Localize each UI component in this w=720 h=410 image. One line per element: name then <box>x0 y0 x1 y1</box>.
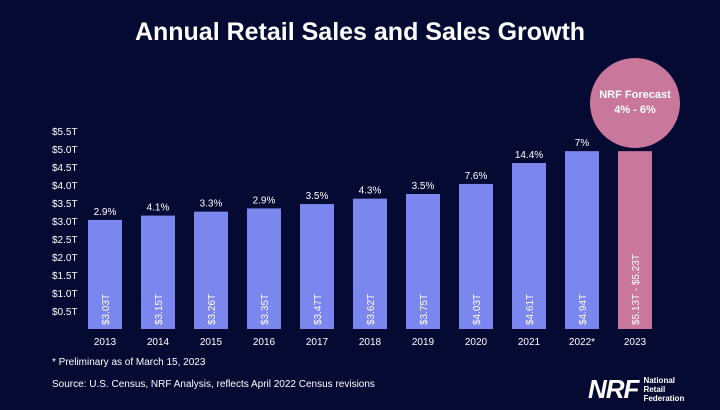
bar-value-label: $5.13T - $5.23T <box>631 254 642 325</box>
bar <box>353 198 387 329</box>
logo-mark: NRF <box>588 373 639 404</box>
y-tick-label: $3.5T <box>52 199 78 210</box>
bar <box>565 151 599 329</box>
growth-label: 7.6% <box>465 171 488 182</box>
x-tick-label: 2016 <box>253 337 276 348</box>
y-axis: $0.5T $1.0T $1.5T $2.0T $2.5T $3.0T $3.5T $4.0T… <box>52 127 78 318</box>
bar-value-label: $3.26T <box>207 294 218 325</box>
x-tick-label: 2015 <box>200 337 223 348</box>
y-tick-label: $1.0T <box>52 289 78 300</box>
y-tick-label: $0.5T <box>52 307 78 318</box>
x-tick-label: 2019 <box>412 337 435 348</box>
y-tick-label: $4.5T <box>52 163 78 174</box>
x-tick-label: 2023 <box>624 337 647 348</box>
growth-label: 2.9% <box>253 195 276 206</box>
bar <box>88 219 122 329</box>
bar <box>300 204 334 329</box>
bar <box>194 211 228 329</box>
source-note: Source: U.S. Census, NRF Analysis, refle… <box>52 379 375 390</box>
growth-label: 14.4% <box>515 150 543 161</box>
x-tick-label: 2017 <box>306 337 329 348</box>
bar-value-label: $4.61T <box>525 294 536 325</box>
logo-text: National Retail Federation <box>643 376 684 403</box>
bar-value-label: $4.94T <box>578 294 589 325</box>
bar-value-label: $3.75T <box>419 294 430 325</box>
x-tick-label: 2020 <box>465 337 488 348</box>
bar-value-label: $3.03T <box>101 294 112 325</box>
x-tick-label: 2022* <box>569 337 595 348</box>
forecast-callout: NRF Forecast 4% - 6% <box>590 58 680 148</box>
bars: $3.03T 2.9% $3.15T 4.1% $3.26T 3.3% $3.35T 2.9%… <box>88 138 652 329</box>
x-tick-label: 2014 <box>147 337 170 348</box>
growth-label: 3.5% <box>306 191 329 202</box>
y-tick-label: $3.0T <box>52 217 78 228</box>
y-tick-label: $1.5T <box>52 271 78 282</box>
bar <box>141 215 175 329</box>
bar-value-label: $3.35T <box>260 294 271 325</box>
chart-title: Annual Retail Sales and Sales Growth <box>134 18 586 46</box>
x-tick-label: 2013 <box>94 337 117 348</box>
y-tick-label: $2.0T <box>52 253 78 264</box>
nrf-logo: NRF National Retail Federation <box>588 373 708 405</box>
bar-value-label: $4.03T <box>472 294 483 325</box>
forecast-callout-line1: NRF Forecast <box>599 89 671 101</box>
growth-label: 3.3% <box>200 199 223 210</box>
forecast-bar <box>618 151 652 329</box>
y-tick-label: $5.5T <box>52 127 78 138</box>
x-tick-label: 2021 <box>518 337 541 348</box>
logo-text-line: Federation <box>643 393 685 403</box>
growth-label: 4.3% <box>359 186 382 197</box>
bar-value-label: $3.47T <box>313 294 324 325</box>
bar <box>459 183 493 329</box>
x-tick-label: 2018 <box>359 337 382 348</box>
growth-label: 4.1% <box>147 203 170 214</box>
bar <box>512 163 546 329</box>
growth-label: 3.5% <box>412 181 435 192</box>
footnote: * Preliminary as of March 15, 2023 <box>52 357 206 368</box>
y-tick-label: $5.0T <box>52 145 78 156</box>
logo-text-line: National <box>643 375 675 385</box>
y-tick-label: $4.0T <box>52 181 78 192</box>
growth-label: 7% <box>575 138 590 149</box>
forecast-callout-line2: 4% - 6% <box>614 104 656 116</box>
logo-text-line: Retail <box>643 384 666 394</box>
bar <box>406 194 440 329</box>
y-tick-label: $2.5T <box>52 235 78 246</box>
x-axis: 2013 2014 2015 2016 2017 2018 2019 2020 2021 2022… <box>94 337 647 348</box>
bar <box>247 208 281 329</box>
bar-value-label: $3.62T <box>366 294 377 325</box>
growth-label: 2.9% <box>94 207 117 218</box>
bar-value-label: $3.15T <box>154 294 165 325</box>
